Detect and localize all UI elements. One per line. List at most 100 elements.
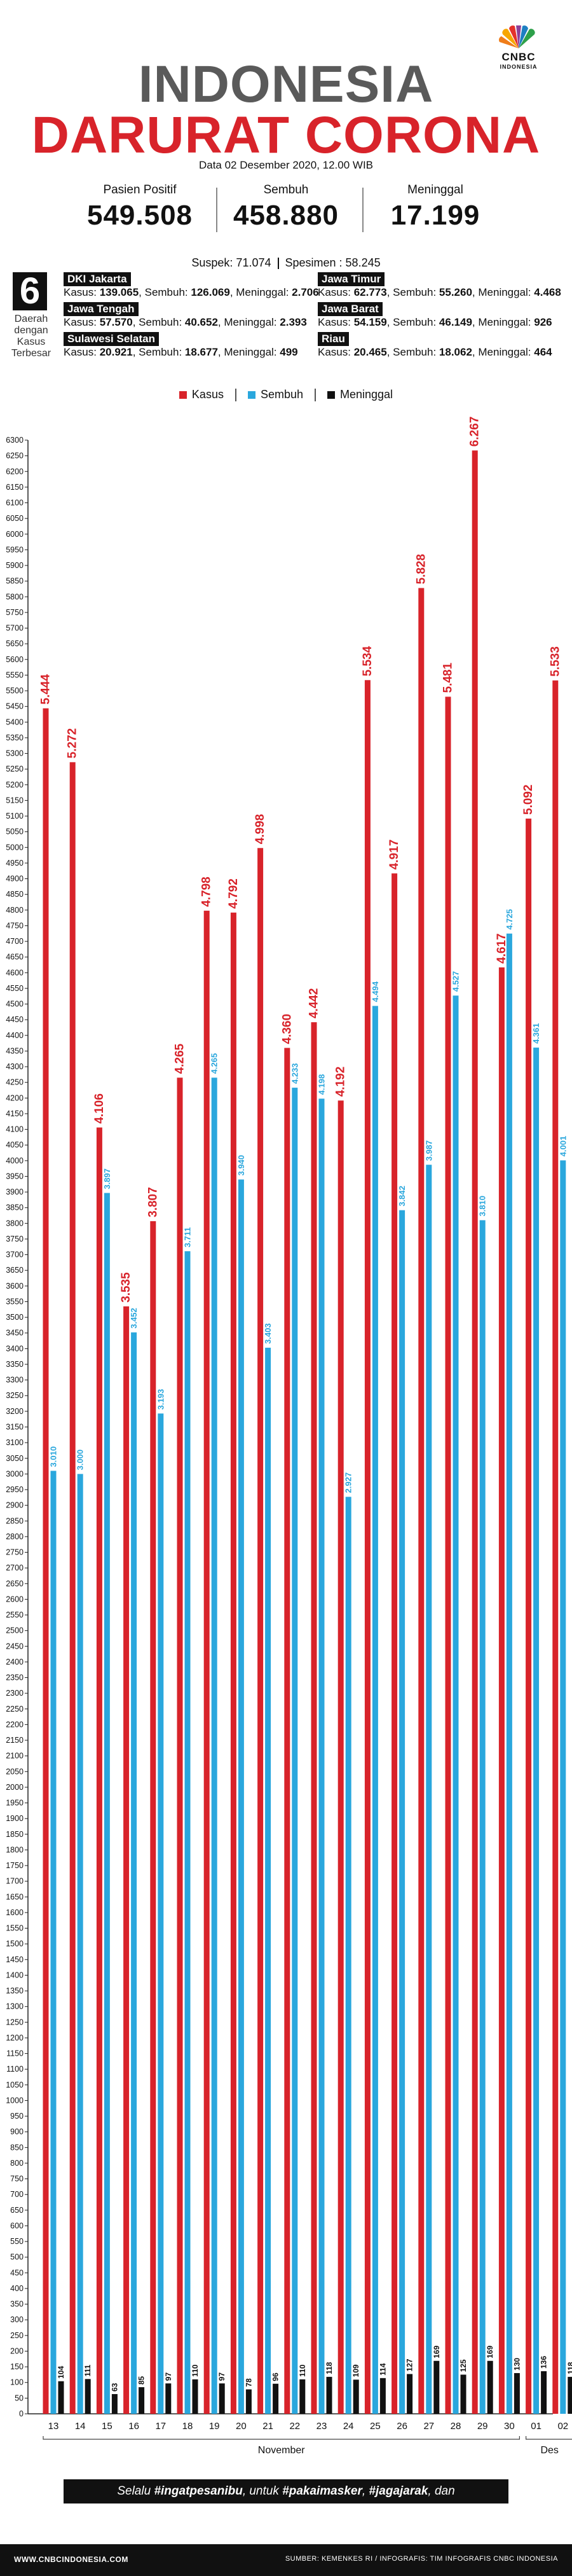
x-tick-label: 26 [397,2421,407,2432]
bar-kasus [392,873,398,2414]
y-tick-label: 5750 [6,608,24,617]
label-line: Terbesar [11,348,51,359]
x-tick-label: 18 [182,2421,193,2432]
y-tick-label: 2300 [6,1689,24,1698]
data-label-kasus: 4.360 [280,1014,294,1044]
y-tick-label: 2550 [6,1610,24,1619]
y-tick-label: 250 [10,2331,24,2340]
bar-kasus [69,762,76,2414]
region-stat-value: 20.465 [353,346,387,358]
data-label-sembuh: 2.927 [344,1472,353,1493]
data-label-kasus: 4.442 [308,988,321,1019]
y-tick-label: 1500 [6,1939,24,1948]
legend-swatch [247,391,255,399]
data-label-kasus: 5.444 [39,674,53,705]
legend-item-meninggal: Meninggal [327,388,393,401]
bar-sembuh [184,1251,191,2414]
y-tick-label: 3850 [6,1203,24,1212]
y-tick-label: 2750 [6,1548,24,1557]
y-tick-label: 5700 [6,624,24,633]
data-label-sembuh: 3.897 [102,1168,112,1189]
y-tick-label: 850 [10,2143,24,2152]
data-label-kasus: 4.617 [495,933,508,964]
bar-sembuh [372,1006,378,2414]
y-tick-label: 3300 [6,1376,24,1385]
data-label-kasus: 5.534 [361,646,374,676]
bar-sembuh [131,1332,137,2414]
data-label-meninggal: 85 [137,2376,146,2385]
data-label-meninggal: 169 [432,2345,441,2358]
stat-deaths: Meninggal 17.199 [356,183,515,232]
y-tick-label: 4150 [6,1109,24,1118]
y-tick-label: 1650 [6,1892,24,1901]
bar-meninggal [514,2372,520,2414]
y-tick-label: 350 [10,2300,24,2309]
y-tick-label: 2800 [6,1532,24,1541]
bar-sembuh [77,1474,83,2414]
y-tick-label: 5600 [6,655,24,664]
y-tick-label: 6100 [6,499,24,508]
y-tick-label: 300 [10,2315,24,2324]
y-tick-label: 3250 [6,1391,24,1400]
data-label-sembuh: 4.361 [531,1023,541,1044]
region-stat-value: 55.260 [439,286,472,298]
bar-kasus [177,1077,183,2414]
y-tick-label: 1450 [6,1955,24,1964]
region-item: Jawa Barat Kasus: 54.159, Sembuh: 46.149,… [318,302,572,329]
bar-sembuh [479,1220,486,2414]
footer-source: SUMBER: KEMENKES RI / INFOGRAFIS: TIM IN… [285,2555,558,2563]
region-count-label: Daerah dengan Kasus Terbesar [6,314,56,359]
region-stat-value: 62.773 [353,286,387,298]
region-item: Jawa Tengah Kasus: 57.570, Sembuh: 40.652… [64,302,330,329]
data-label-sembuh: 4.725 [505,909,514,930]
bar-kasus [337,1100,344,2414]
stat-recovered-value: 458.880 [233,200,339,231]
y-tick-label: 5050 [6,828,24,836]
y-tick-label: 2450 [6,1642,24,1651]
y-tick-label: 3100 [6,1438,24,1447]
y-tick-label: 0 [19,2409,24,2418]
data-label-meninggal: 111 [83,2364,92,2376]
region-item: Riau Kasus: 20.465, Sembuh: 18.062, Menin… [318,332,572,359]
data-label-sembuh: 4.527 [451,971,461,992]
data-label-meninggal: 104 [57,2365,65,2378]
stat-recovered-label: Sembuh [263,183,309,197]
bar-sembuh [399,1210,405,2414]
y-tick-label: 4850 [6,890,24,899]
y-tick-label: 2850 [6,1516,24,1525]
bar-sembuh [50,1471,57,2414]
slogan-hashtag: #ingatpesanibu [154,2484,243,2498]
bar-meninggal [219,2383,225,2414]
y-tick-label: 2150 [6,1736,24,1745]
y-tick-label: 1800 [6,1845,24,1854]
y-tick-label: 4700 [6,937,24,946]
y-tick-label: 5900 [6,561,24,570]
y-tick-label: 5300 [6,749,24,758]
data-label-kasus: 3.807 [146,1187,160,1217]
bar-kasus [284,1048,290,2414]
y-tick-label: 4800 [6,906,24,915]
label-line: Kasus [17,336,46,347]
y-tick-label: 1100 [6,2065,24,2074]
region-stat-value: 2.706 [292,286,319,298]
y-tick-label: 800 [10,2159,24,2168]
data-label-kasus: 5.828 [414,554,428,585]
x-tick-label: 30 [504,2421,515,2432]
bar-kasus [552,680,559,2414]
y-tick-label: 3400 [6,1344,24,1353]
bar-sembuh [345,1497,351,2414]
x-tick-label: 16 [128,2421,139,2432]
data-label-meninggal: 109 [351,2364,360,2377]
y-tick-label: 2900 [6,1501,24,1510]
y-tick-label: 1600 [6,1908,24,1917]
legend-label: Sembuh [260,388,303,401]
bar-sembuh [104,1193,110,2414]
y-tick-label: 500 [10,2253,24,2262]
bar-sembuh [265,1347,271,2414]
bar-meninggal [165,2383,172,2414]
bar-sembuh [506,933,512,2414]
data-label-sembuh: 3.810 [478,1196,487,1217]
legend-swatch [327,391,335,399]
bar-sembuh [533,1048,540,2414]
data-label-kasus: 5.092 [522,784,535,815]
